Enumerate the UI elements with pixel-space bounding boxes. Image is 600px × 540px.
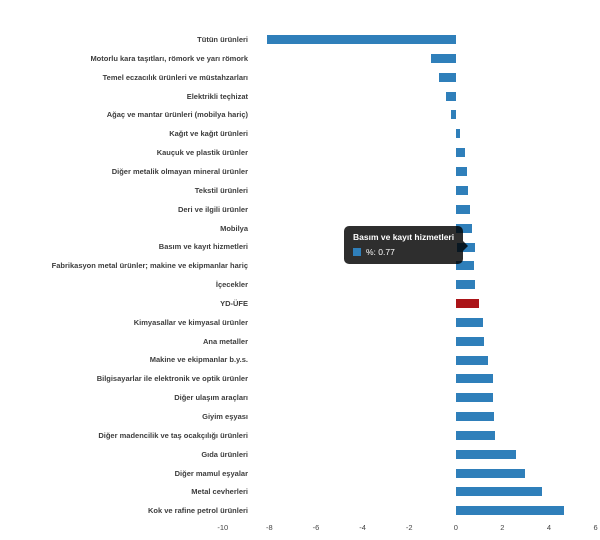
category-label: Mobilya [220, 223, 248, 233]
tooltip-series-colorbox-icon [353, 248, 361, 256]
bar[interactable] [455, 223, 473, 233]
x-axis-tick-label: -6 [312, 523, 320, 532]
bar[interactable] [451, 110, 456, 120]
tooltip-value-label: %: 0.77 [366, 247, 395, 257]
bar[interactable] [455, 430, 495, 440]
bar[interactable] [455, 487, 542, 497]
category-label: Fabrikasyon metal ürünler; makine ve eki… [51, 261, 248, 271]
tooltip-title: Basım ve kayıt hizmetleri [353, 232, 455, 242]
category-label: YD-ÜFE [220, 298, 248, 308]
bar[interactable] [446, 91, 456, 101]
bar[interactable] [455, 317, 483, 327]
bar[interactable] [455, 204, 470, 214]
category-label: Giyim eşyası [202, 412, 248, 421]
x-axis-tick-label: -10 [217, 523, 229, 532]
category-label: Diğer madencilik ve taş ocakçılığı ürünl… [98, 430, 248, 440]
category-label: Kimyasallar ve kimyasal ürünler [133, 317, 248, 327]
category-label: Ağaç ve mantar ürünleri (mobilya hariç) [106, 110, 248, 120]
x-axis-tick-label: -4 [359, 523, 366, 532]
bar[interactable] [455, 129, 460, 139]
category-label: İçecekler [215, 280, 248, 290]
bar[interactable] [455, 355, 488, 365]
x-axis-tick-label: 2 [500, 523, 505, 532]
category-label: Diğer metalik olmayan mineral ürünler [111, 166, 248, 176]
bar[interactable] [455, 298, 480, 308]
category-label: Basım ve kayıt hizmetleri [158, 242, 248, 252]
category-label: Kok ve rafine petrol ürünleri [147, 506, 248, 516]
bar[interactable] [455, 280, 475, 290]
bar[interactable] [455, 336, 485, 346]
bar[interactable] [455, 167, 467, 176]
bar[interactable] [455, 374, 493, 384]
bar[interactable] [455, 393, 493, 403]
category-label: Metal cevherleri [191, 487, 248, 497]
category-label: Tekstil ürünleri [194, 185, 248, 195]
bar[interactable] [455, 261, 475, 271]
category-label: Gıda ürünleri [201, 449, 248, 459]
bar[interactable] [455, 468, 525, 478]
category-label: Ana metaller [202, 336, 248, 346]
category-label: Bilgisayarlar ile elektronik ve optik ür… [96, 374, 248, 384]
category-label: Tütün ürünleri [197, 35, 248, 44]
category-label: Temel eczacılık ürünleri ve müstahzarlar… [102, 72, 248, 82]
bar[interactable] [455, 185, 469, 195]
category-label: Kauçuk ve plastik ürünler [156, 148, 248, 158]
bar[interactable] [439, 72, 456, 82]
x-axis-tick-label: 4 [546, 523, 552, 532]
bar[interactable] [455, 449, 516, 459]
bar[interactable] [266, 35, 456, 44]
category-label: Motorlu kara taşıtları, römork ve yarı r… [90, 53, 248, 63]
category-label: Elektrikli teçhizat [186, 91, 248, 101]
x-axis-tick-label: 6 [593, 523, 598, 532]
category-label: Diğer mamul eşyalar [174, 468, 248, 478]
category-label: Deri ve ilgili ürünler [177, 204, 248, 214]
category-label: Diğer ulaşım araçları [174, 393, 248, 403]
bar[interactable] [455, 148, 465, 158]
tooltip: Basım ve kayıt hizmetleri %: 0.77 [344, 226, 469, 264]
bar[interactable] [455, 506, 564, 516]
x-axis-tick-label: -2 [405, 523, 413, 532]
tooltip-body: %: 0.77 [353, 247, 454, 257]
x-axis-tick-label: -8 [266, 523, 273, 532]
category-label: Kağıt ve kağıt ürünleri [169, 129, 248, 139]
category-label: Makine ve ekipmanlar b.y.s. [149, 355, 248, 365]
tooltip-caret-icon [463, 241, 469, 251]
bar[interactable] [455, 412, 495, 421]
bar[interactable] [431, 53, 456, 63]
x-axis-tick-label: 0 [453, 523, 458, 532]
